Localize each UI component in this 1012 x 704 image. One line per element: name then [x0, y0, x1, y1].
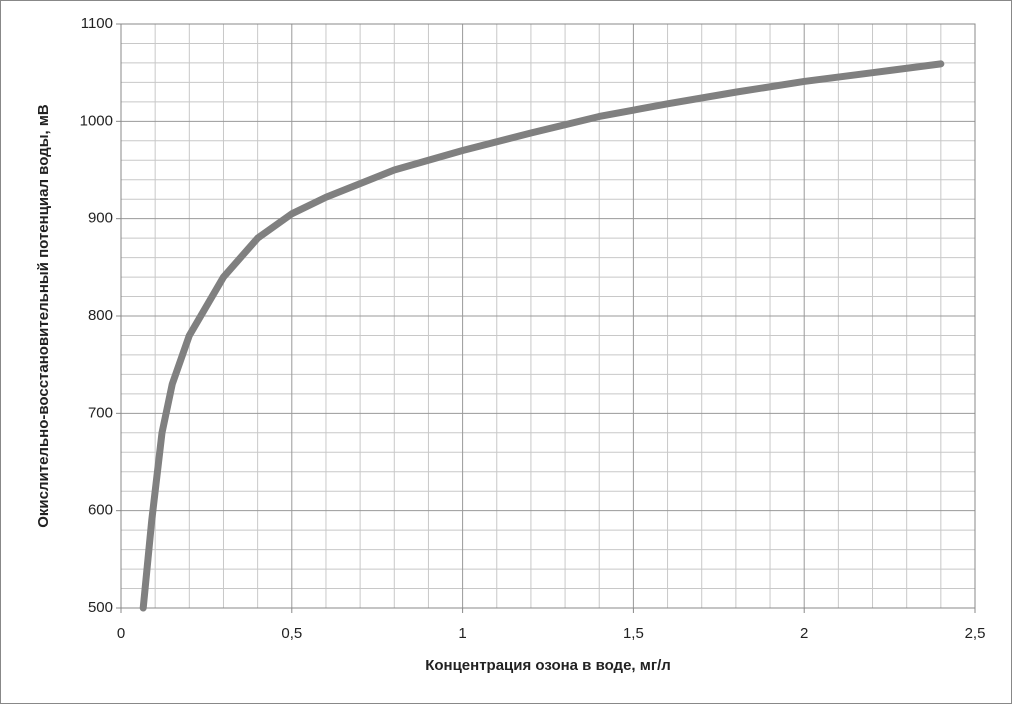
y-tick-label: 800	[88, 307, 113, 324]
plot-area-border	[120, 23, 976, 609]
x-tick-label: 1,5	[623, 625, 644, 642]
x-tick-label: 2	[800, 625, 808, 642]
y-tick-label: 900	[88, 210, 113, 227]
y-axis-title: Окислительно-восстановительный потенциал…	[35, 104, 52, 528]
x-axis-title: Концентрация озона в воде, мг/л	[425, 657, 671, 674]
y-tick-label: 500	[88, 599, 113, 616]
y-tick-label: 1000	[80, 112, 113, 129]
y-tick-label: 600	[88, 502, 113, 519]
data-line	[139, 60, 945, 612]
y-tick-label: 700	[88, 404, 113, 421]
y-tick-label: 1100	[81, 15, 113, 32]
x-tick-label: 1	[458, 625, 466, 642]
x-tick-label: 0	[117, 625, 125, 642]
x-tick-label: 0,5	[281, 625, 302, 642]
x-tick-label: 2,5	[965, 625, 986, 642]
